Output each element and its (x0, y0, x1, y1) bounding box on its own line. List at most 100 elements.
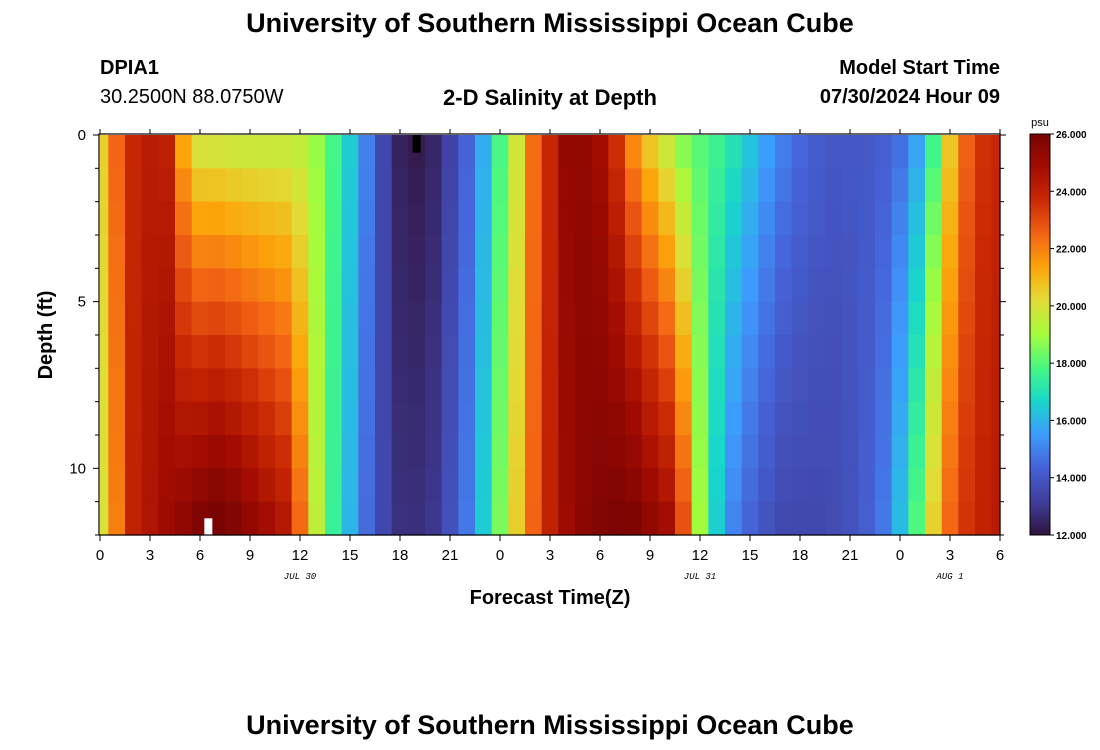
heatmap-cell (308, 168, 326, 203)
heatmap-cell (575, 135, 593, 169)
heatmap-cell (325, 235, 343, 269)
heatmap-cell (108, 368, 126, 403)
heatmap-cell (908, 468, 926, 503)
heatmap-cell (591, 468, 609, 503)
heatmap-cell (608, 135, 626, 169)
heatmap-cell (291, 268, 309, 303)
heatmap-cell (641, 135, 659, 169)
heatmap-cell (558, 368, 576, 403)
heatmap-cell (608, 268, 626, 303)
heatmap-cell (225, 235, 243, 269)
heatmap-cell (458, 501, 476, 536)
heatmap-cell (625, 368, 643, 403)
heatmap-cell (858, 268, 876, 303)
heatmap-cell (408, 435, 426, 469)
heatmap-cell (225, 401, 243, 436)
heatmap-cell (908, 268, 926, 303)
heatmap-cell (258, 201, 276, 236)
heatmap-cell (641, 401, 659, 436)
heatmap-cell (625, 501, 643, 536)
heatmap-cell (691, 301, 709, 336)
heatmap-cell (375, 335, 393, 369)
heatmap-cell (258, 368, 276, 403)
heatmap-cell (725, 435, 743, 469)
heatmap-cell (908, 335, 926, 369)
heatmap-cell (258, 401, 276, 436)
heatmap-cell (725, 201, 743, 236)
heatmap-cell (491, 368, 509, 403)
heatmap-cell (541, 135, 559, 169)
heatmap-cell (608, 368, 626, 403)
heatmap-cell (975, 301, 993, 336)
heatmap-cell (541, 435, 559, 469)
date-label: JUL 30 (284, 572, 317, 582)
heatmap-cell (508, 335, 526, 369)
heatmap-cell (341, 301, 359, 336)
heatmap-cell (741, 435, 759, 469)
heatmap-cell (941, 168, 959, 203)
heatmap-cell (325, 168, 343, 203)
heatmap-cell (908, 135, 926, 169)
heatmap-cell (441, 235, 459, 269)
heatmap-cell (791, 401, 809, 436)
heatmap-cell (508, 401, 526, 436)
heatmap-cell (258, 135, 276, 169)
heatmap-cell (875, 168, 893, 203)
heatmap-cell (958, 468, 976, 503)
heatmap-cell (808, 268, 826, 303)
heatmap-cell (875, 401, 893, 436)
heatmap-cell (441, 368, 459, 403)
heatmap-cell (808, 401, 826, 436)
heatmap-cell (658, 435, 676, 469)
heatmap-cell (375, 401, 393, 436)
heatmap-cell (125, 135, 143, 169)
heatmap-cell (825, 268, 843, 303)
heatmap-cell (675, 201, 693, 236)
heatmap-cell (591, 335, 609, 369)
heatmap-cell (625, 235, 643, 269)
heatmap-cell (208, 168, 226, 203)
heatmap-cell (308, 335, 326, 369)
heatmap-cell (441, 435, 459, 469)
y-axis-label: Depth (ft) (35, 291, 57, 380)
heatmap-cell (208, 335, 226, 369)
heatmap-cell (591, 401, 609, 436)
heatmap-cell (558, 235, 576, 269)
heatmap-cell (508, 435, 526, 469)
x-axis-label: Forecast Time(Z) (470, 587, 631, 609)
heatmap-cell (491, 335, 509, 369)
heatmap-cell (391, 435, 409, 469)
heatmap-cell (475, 335, 493, 369)
y-tick-label: 5 (78, 294, 86, 311)
heatmap-cell (441, 168, 459, 203)
heatmap-cell (725, 335, 743, 369)
heatmap-cell (141, 268, 159, 303)
heatmap-cell (641, 435, 659, 469)
heatmap-cell (175, 201, 193, 236)
heatmap-cell (475, 268, 493, 303)
heatmap-cell (425, 235, 443, 269)
heatmap-cell (791, 368, 809, 403)
heatmap-cell (458, 435, 476, 469)
x-tick-label: 15 (742, 547, 759, 564)
heatmap-cell (325, 201, 343, 236)
heatmap-cell (991, 201, 1001, 236)
heatmap-cell (358, 235, 376, 269)
heatmap-cell (691, 235, 709, 269)
heatmap-cell (391, 235, 409, 269)
heatmap-cell (458, 368, 476, 403)
heatmap-cell (941, 135, 959, 169)
heatmap-cell (741, 201, 759, 236)
heatmap-cell (441, 301, 459, 336)
heatmap-cell (458, 401, 476, 436)
heatmap-cell (258, 335, 276, 369)
heatmap-cell (341, 268, 359, 303)
heatmap-cell (941, 368, 959, 403)
heatmap-cell (425, 435, 443, 469)
heatmap-cell (708, 235, 726, 269)
heatmap-cell (608, 468, 626, 503)
heatmap-cell (891, 335, 909, 369)
heatmap-cell (508, 501, 526, 536)
x-tick-label: 3 (946, 547, 954, 564)
heatmap-cell (175, 135, 193, 169)
